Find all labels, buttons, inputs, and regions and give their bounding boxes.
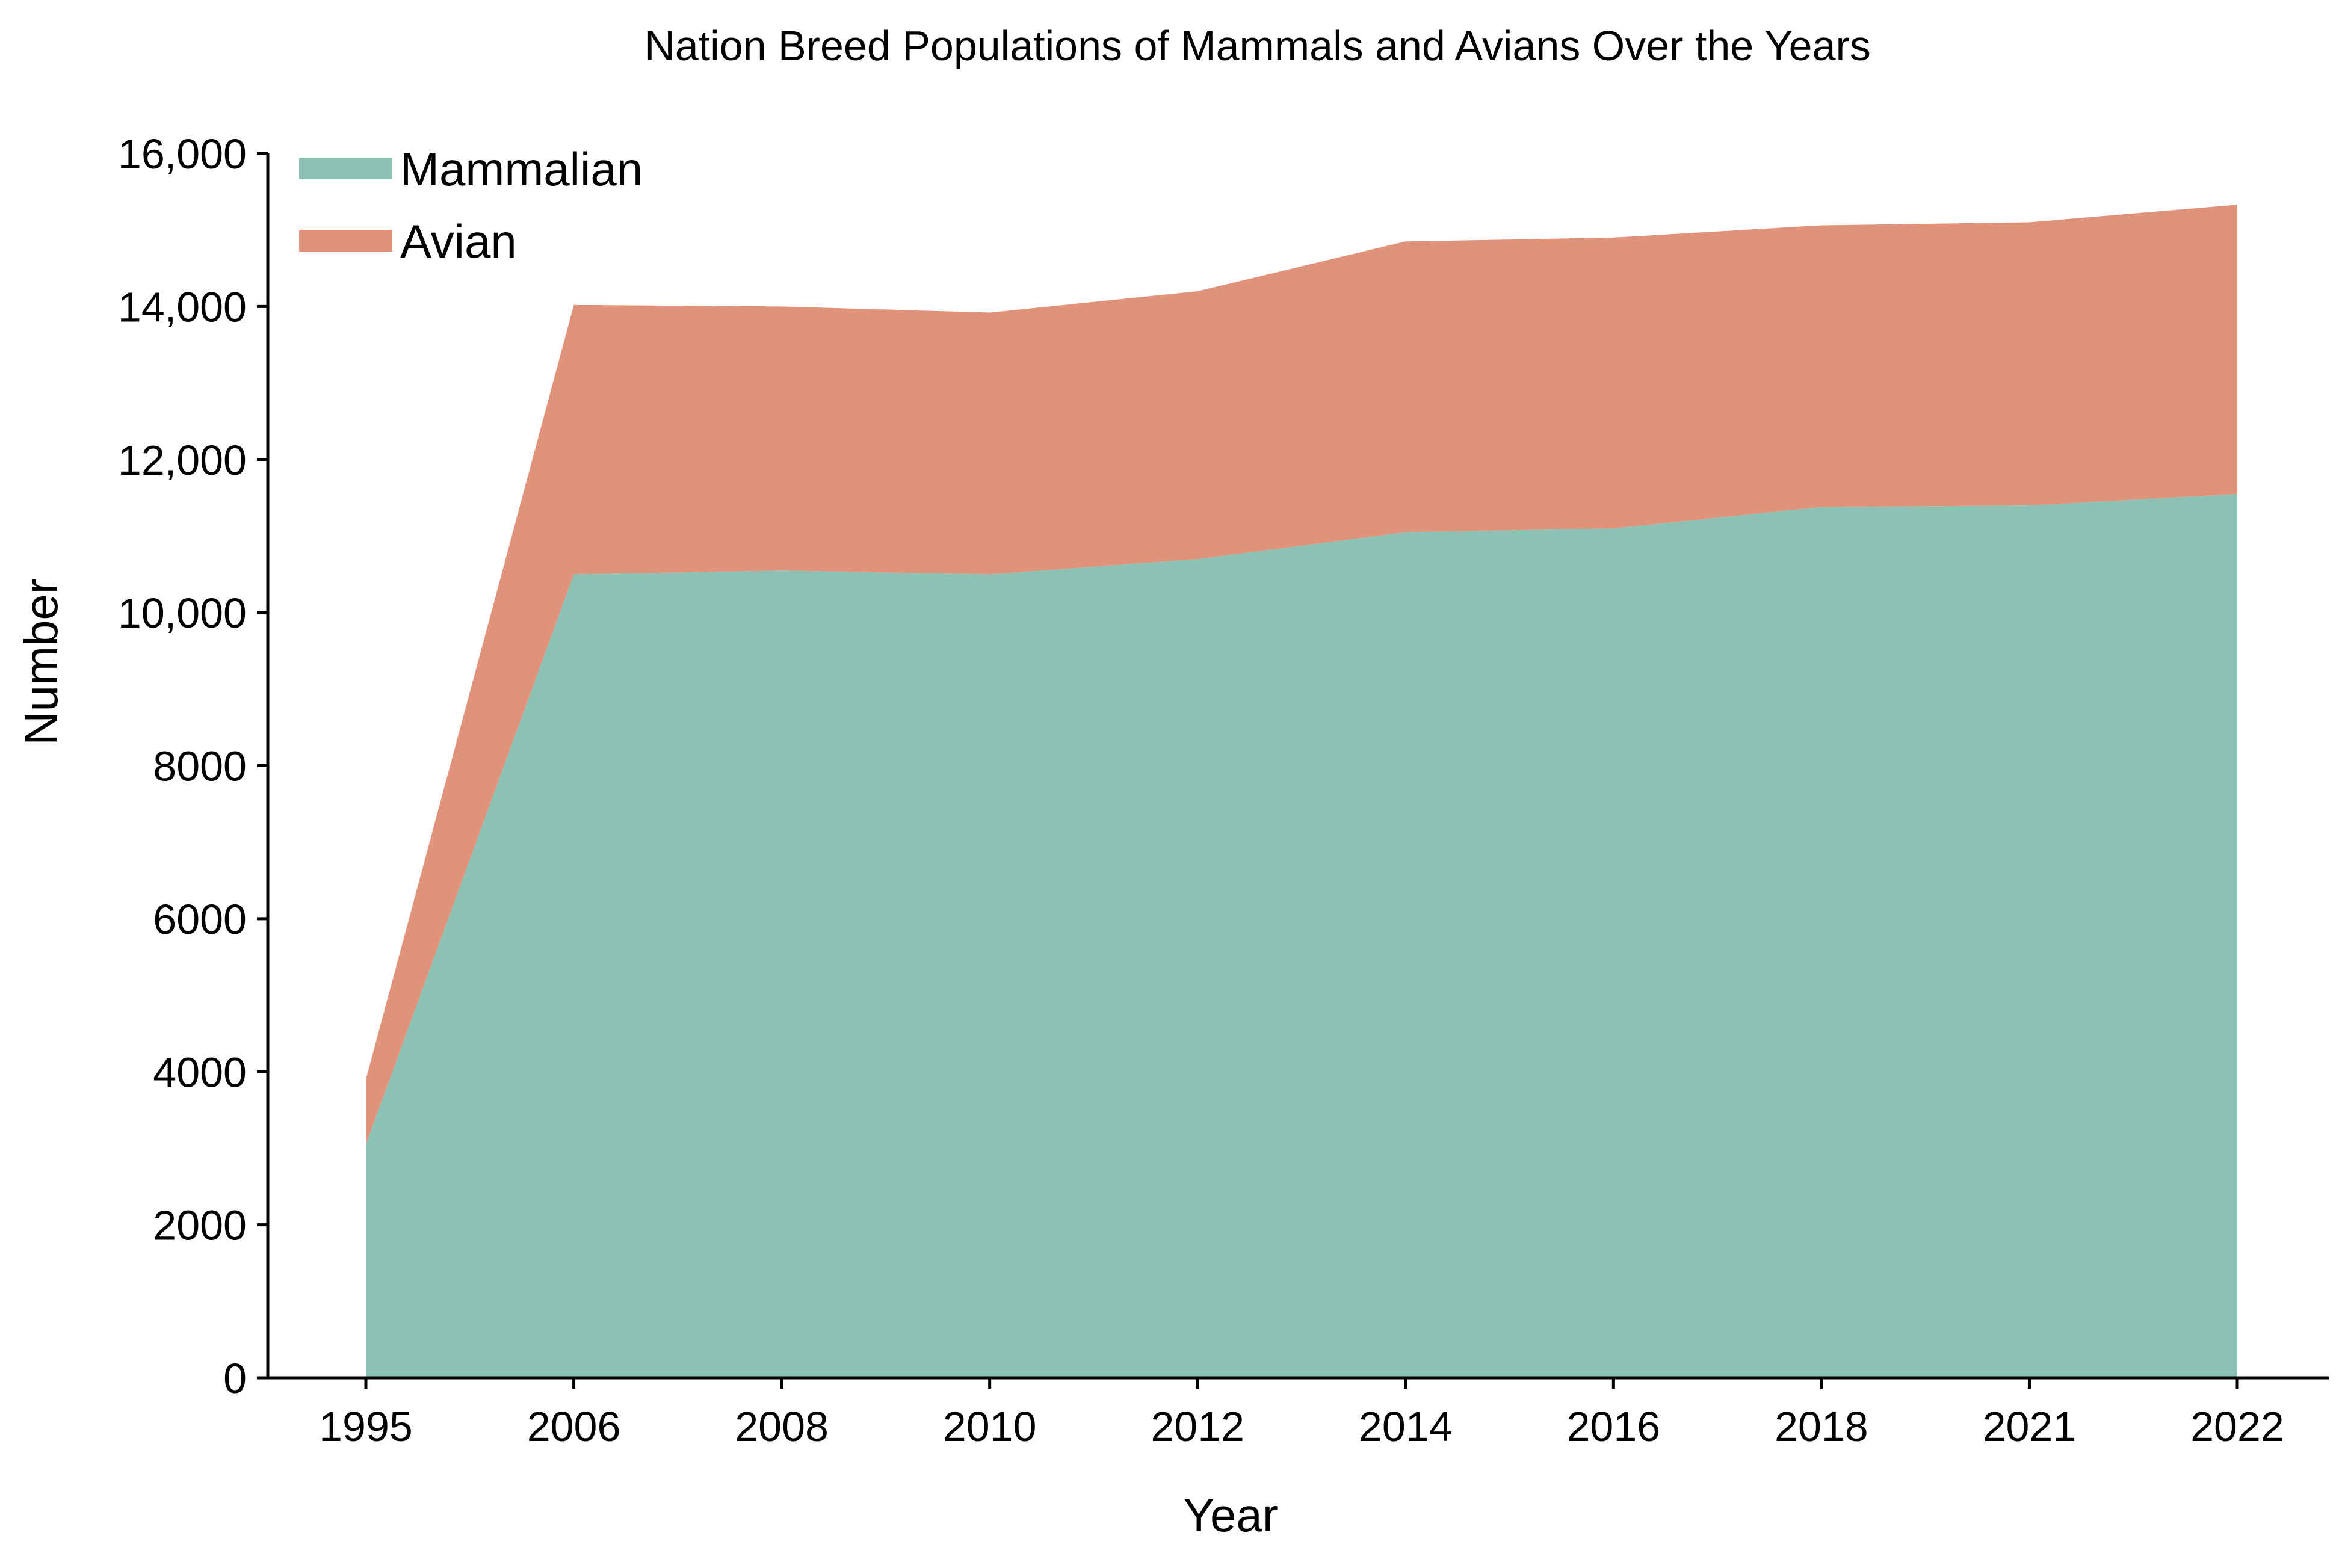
y-tick-label: 2000	[153, 1202, 247, 1249]
x-tick-label: 2022	[2190, 1403, 2284, 1450]
y-tick-label: 16,000	[118, 131, 247, 177]
y-tick-label: 8000	[153, 743, 247, 790]
x-tick-label: 2010	[943, 1403, 1037, 1450]
y-tick-label: 12,000	[118, 437, 247, 484]
x-tick-label: 2016	[1566, 1403, 1660, 1450]
legend-swatch-mammalian	[299, 158, 392, 179]
y-tick-label: 0	[223, 1355, 247, 1402]
legend-label-avian: Avian	[400, 215, 517, 268]
area-series-group	[366, 205, 2237, 1378]
area-mammalian	[366, 493, 2237, 1378]
x-tick-label: 2014	[1359, 1403, 1453, 1450]
x-tick-label: 2021	[1983, 1403, 2077, 1450]
area-avian	[366, 205, 2237, 1145]
x-axis-label: Year	[1183, 1489, 1278, 1542]
chart-title: Nation Breed Populations of Mammals and …	[644, 22, 1871, 69]
x-tick-label: 2012	[1151, 1403, 1244, 1450]
legend-swatch-avian	[299, 230, 392, 252]
x-tick-label: 2008	[735, 1403, 829, 1450]
y-axis-label: Number	[14, 578, 67, 745]
x-tick-label: 2006	[527, 1403, 621, 1450]
legend: Mammalian Avian	[299, 143, 643, 268]
x-tick-label: 2018	[1775, 1403, 1868, 1450]
axes: 0 2000 4000 6000 8000 10,000 12,000 14,000 16,00…	[118, 131, 2329, 1450]
y-tick-label: 4000	[153, 1049, 247, 1096]
y-tick-label: 6000	[153, 896, 247, 943]
y-tick-label: 14,000	[118, 283, 247, 330]
y-tick-label: 10,000	[118, 590, 247, 637]
legend-label-mammalian: Mammalian	[400, 143, 643, 196]
x-tick-label: 1995	[319, 1403, 413, 1450]
